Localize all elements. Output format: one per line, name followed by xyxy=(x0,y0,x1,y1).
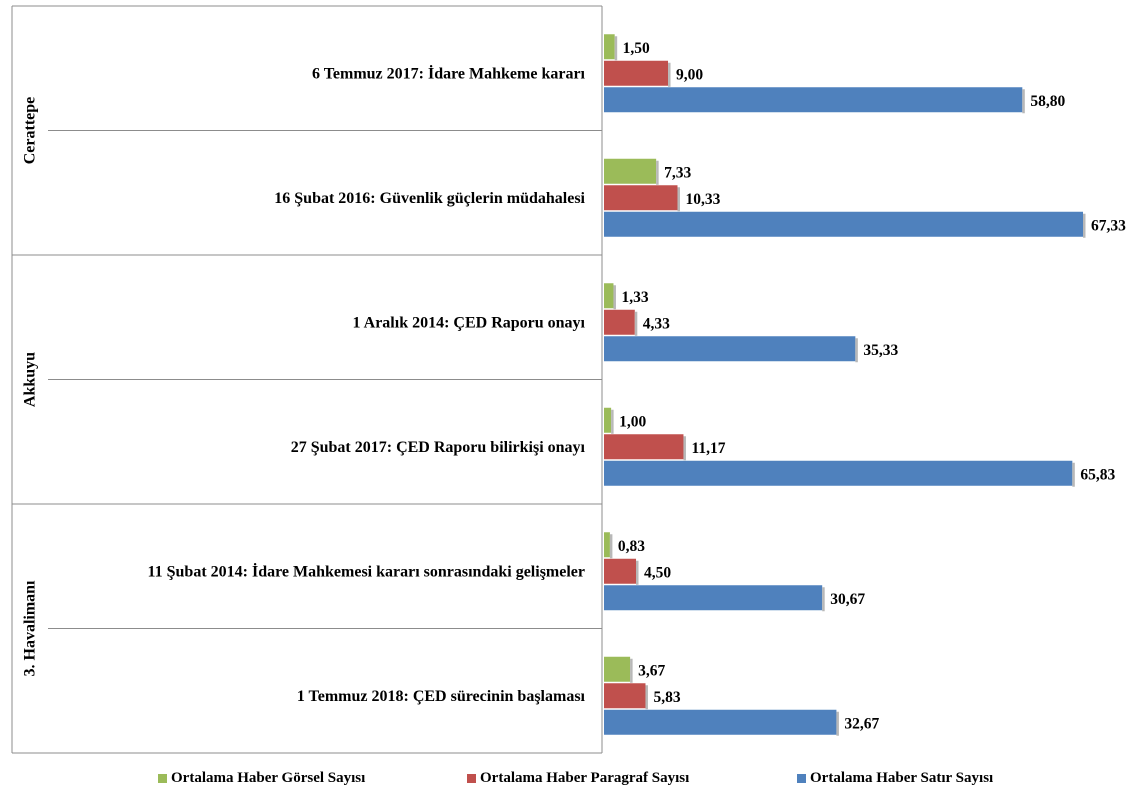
bar-shadow xyxy=(683,436,686,461)
data-label: 65,83 xyxy=(1080,466,1115,483)
bar xyxy=(604,683,646,709)
bar-shadow xyxy=(1022,89,1025,114)
bar-shadow xyxy=(1083,213,1086,238)
chart-frame xyxy=(11,5,603,754)
data-label: 30,67 xyxy=(830,591,865,608)
legend: Ortalama Haber Görsel Sayısı Ortalama Ha… xyxy=(0,770,1146,796)
bar xyxy=(604,283,614,309)
bar-shadow xyxy=(634,311,638,336)
bar xyxy=(604,211,1083,237)
category-labels: 6 Temmuz 2017: İdare Mahkeme kararı 16 Şu… xyxy=(148,63,586,705)
group-label: Cerattepe xyxy=(22,97,39,165)
legend-label: Ortalama Haber Satır Sayısı xyxy=(810,770,994,786)
bar xyxy=(604,309,635,335)
data-labels: 1,50 9,00 58,80 7,33 10,33 67,33 1,33 4,33 35,33… xyxy=(618,40,1126,733)
bar xyxy=(604,158,657,184)
data-label: 9,00 xyxy=(676,66,703,83)
bar xyxy=(604,656,631,682)
category-label: 27 Şubat 2017: ÇED Raporu bilirkişi onay… xyxy=(291,439,586,456)
chart: Cerattepe Akkuyu 3. Havalimanı 6 Temmuz 20… xyxy=(11,5,1126,754)
category-label: 11 Şubat 2014: İdare Mahkemesi kararı so… xyxy=(148,561,586,580)
bar xyxy=(604,407,612,433)
data-label: 7,33 xyxy=(664,164,691,181)
category-label: 1 Aralık 2014: ÇED Raporu onayı xyxy=(353,314,586,331)
bar-shadow xyxy=(836,711,839,736)
legend-label: Ortalama Haber Görsel Sayısı xyxy=(171,770,366,786)
legend-item-paragraf: Ortalama Haber Paragraf Sayısı xyxy=(467,770,689,787)
bar xyxy=(604,87,1023,113)
bar-shadow xyxy=(611,409,614,434)
bar-shadow xyxy=(613,285,616,310)
bar xyxy=(604,585,823,611)
data-label: 4,33 xyxy=(643,315,670,332)
bar xyxy=(604,460,1073,486)
data-label: 1,00 xyxy=(619,413,646,430)
data-label: 5,83 xyxy=(653,689,680,706)
bar xyxy=(604,434,684,460)
group-label: Akkuyu xyxy=(22,352,39,407)
data-label: 10,33 xyxy=(685,191,720,208)
data-label: 1,50 xyxy=(623,40,650,57)
bar-shadow xyxy=(668,62,671,87)
data-label: 35,33 xyxy=(863,342,898,359)
bars xyxy=(604,34,1086,736)
legend-label: Ortalama Haber Paragraf Sayısı xyxy=(480,770,690,786)
bar xyxy=(604,60,669,86)
legend-item-satir: Ortalama Haber Satır Sayısı xyxy=(797,770,993,787)
bar xyxy=(604,558,637,584)
bar-shadow xyxy=(1072,462,1075,487)
bar xyxy=(604,709,837,735)
bar-shadow xyxy=(855,338,858,363)
data-label: 1,33 xyxy=(621,289,648,306)
bar-shadow xyxy=(656,160,659,185)
bar-shadow xyxy=(822,587,825,612)
legend-swatch-red xyxy=(467,774,476,783)
bar xyxy=(604,34,615,60)
bar-shadow xyxy=(630,658,633,683)
bar-shadow xyxy=(645,685,648,710)
data-label: 4,50 xyxy=(644,564,671,581)
legend-swatch-blue xyxy=(797,774,806,783)
legend-swatch-green xyxy=(158,774,167,783)
bar xyxy=(604,532,610,558)
data-label: 32,67 xyxy=(844,715,879,732)
category-label: 1 Temmuz 2018: ÇED sürecinin başlaması xyxy=(297,688,586,705)
bar-shadow xyxy=(677,187,680,212)
bar-shadow xyxy=(614,36,618,61)
category-label: 6 Temmuz 2017: İdare Mahkeme kararı xyxy=(312,63,586,82)
data-label: 67,33 xyxy=(1091,217,1126,234)
legend-item-gorsel: Ortalama Haber Görsel Sayısı xyxy=(158,770,365,787)
data-label: 3,67 xyxy=(638,662,665,679)
category-label: 16 Şubat 2016: Güvenlik güçlerin müdahal… xyxy=(274,190,585,207)
bar xyxy=(604,185,678,211)
data-label: 0,83 xyxy=(618,538,645,555)
bar xyxy=(604,336,856,362)
bar-shadow xyxy=(609,534,613,559)
group-label: 3. Havalimanı xyxy=(22,580,39,677)
bar-shadow xyxy=(636,560,639,585)
data-label: 11,17 xyxy=(691,440,725,457)
data-label: 58,80 xyxy=(1030,93,1065,110)
group-labels: Cerattepe Akkuyu 3. Havalimanı xyxy=(22,97,39,677)
